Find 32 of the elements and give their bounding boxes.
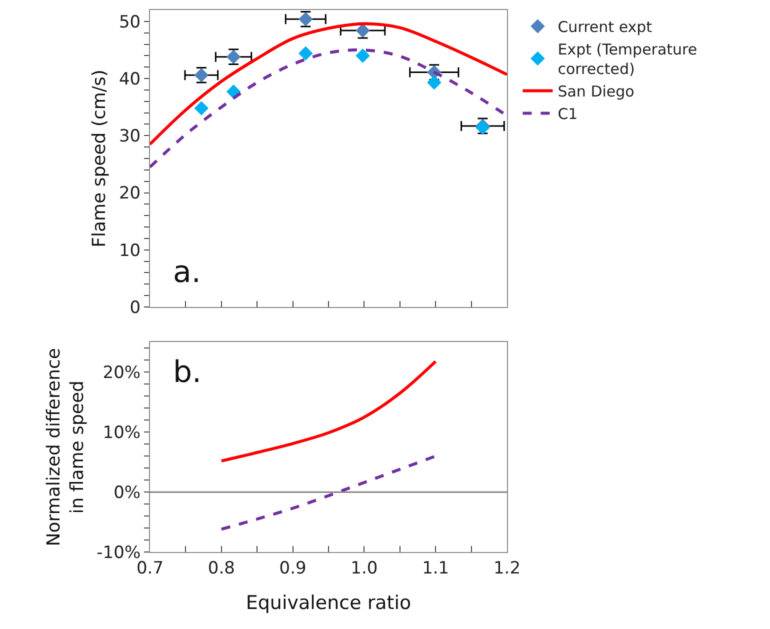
x-axis-title: Equivalence ratio xyxy=(246,592,412,614)
x-tick-label: 1.1 xyxy=(422,558,450,578)
y-tick-label: 0% xyxy=(114,483,141,504)
line-series xyxy=(150,48,507,169)
y-axis-title: Flame speed (cm/s) xyxy=(89,70,110,248)
y-tick-label: 20 xyxy=(118,184,141,204)
point xyxy=(356,48,370,63)
y-tick-label: 10% xyxy=(102,423,141,444)
annotation: b. xyxy=(173,355,202,390)
y-tick-label: 0 xyxy=(130,298,141,318)
x-tick-label: 1.2 xyxy=(493,558,521,578)
x-tick-label: 0.8 xyxy=(208,558,235,578)
line-series xyxy=(220,454,438,531)
y-tick-label: 50 xyxy=(118,12,141,32)
line-series xyxy=(150,22,507,146)
x-tick-label: 0.9 xyxy=(279,558,306,578)
y-tick-label: 10 xyxy=(118,240,141,261)
line-series xyxy=(220,360,438,462)
point xyxy=(298,46,313,61)
y-tick-label: 30 xyxy=(118,126,141,147)
legend-label: C1 xyxy=(558,105,578,124)
annotation: a. xyxy=(173,255,201,290)
point xyxy=(427,75,442,90)
y-axis-title: Normalized difference in flame speed xyxy=(43,348,88,546)
point xyxy=(194,101,209,116)
x-tick-label: 0.7 xyxy=(136,558,164,578)
y-tick-label: 20% xyxy=(102,363,141,384)
y-tick-label: 40 xyxy=(118,69,141,90)
legend-label: Current expt xyxy=(558,18,652,36)
legend-label: Expt (Temperature corrected) xyxy=(558,40,698,78)
legend-label: San Diego xyxy=(558,82,634,101)
x-tick-label: 1.0 xyxy=(350,558,378,578)
